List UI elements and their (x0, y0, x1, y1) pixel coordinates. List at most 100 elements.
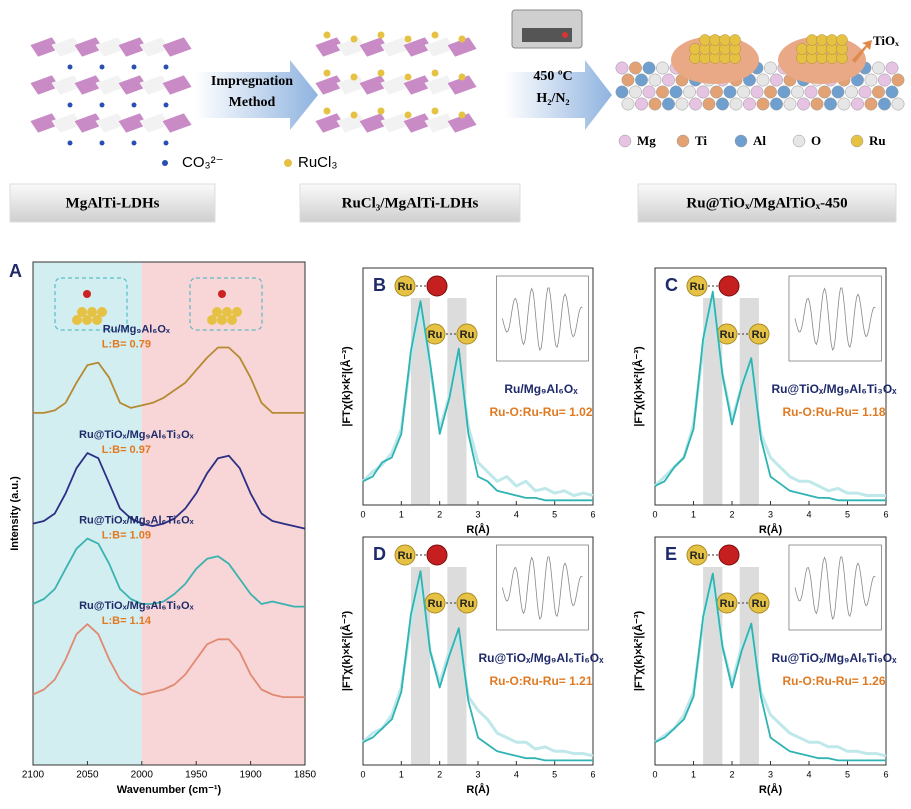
y-axis-label: Intensity (a.u.) (9, 476, 21, 551)
lattice-atom (810, 97, 824, 111)
bond-atom (686, 544, 708, 566)
x-tick-label: 2 (437, 769, 442, 779)
ru-dot (404, 35, 412, 43)
inset-wave (502, 287, 583, 351)
lattice-atom (723, 85, 737, 99)
x-tick-label: 3 (475, 769, 480, 779)
panel-letter: B (373, 275, 386, 295)
x-tick-label: 2050 (76, 770, 99, 781)
series-annotation: L:B= 1.09 (102, 530, 151, 542)
lattice-atom (675, 97, 689, 111)
bond-atom-label: Ru (720, 329, 735, 341)
site-icon-box (54, 277, 128, 331)
bond-atom (394, 275, 416, 297)
species-label: RuCl₃ (298, 154, 337, 171)
lattice-atom (851, 97, 864, 111)
x-tick-label: 1900 (239, 770, 262, 781)
bond-atom-label: Ru (690, 281, 705, 293)
series-line (33, 346, 305, 414)
x-tick-label: 3 (768, 509, 773, 519)
lattice-atom (662, 73, 675, 87)
bond-atom (748, 592, 770, 614)
panel-letter: E (665, 544, 677, 564)
lattice-atom (797, 97, 810, 111)
bond-atom-label: Ru (428, 329, 443, 341)
series-line (654, 572, 886, 762)
x-tick-label: 0 (360, 509, 365, 519)
site-icon-atom (222, 307, 232, 317)
ru-cluster (689, 43, 701, 55)
lattice-atom (756, 73, 770, 87)
x-tick-label: 5 (845, 509, 850, 519)
carbonate (67, 102, 73, 108)
ru-dot (377, 31, 385, 39)
ratio-label: Ru-O:Ru-Ru= 1.21 (489, 674, 592, 688)
site-icon-atom (212, 307, 222, 317)
bond-atom (394, 544, 416, 566)
arrow (505, 60, 612, 130)
x-tick-label: 1950 (185, 770, 208, 781)
lattice-atom (656, 61, 669, 75)
x-tick-label: 4 (514, 769, 519, 779)
lattice-atom (764, 85, 777, 99)
site-icon-atom (87, 307, 97, 317)
x-axis-label: Wavenumber (cm⁻¹) (117, 784, 222, 796)
lattice-atom (845, 85, 858, 99)
carbonate (163, 102, 169, 108)
panel-letter: C (665, 275, 678, 295)
lattice-atom (858, 85, 872, 99)
element-key (734, 134, 748, 148)
lattice-atom (791, 85, 804, 99)
x-tick-label: 0 (360, 769, 365, 779)
series-line (362, 300, 593, 502)
lattice-atom (783, 97, 797, 111)
x-tick-label: 0 (652, 769, 657, 779)
series-label: Ru@TiOₓ/Mg₉Al₆Ti₉Oₓ (79, 600, 195, 612)
series-annotation: L:B= 1.14 (102, 615, 152, 627)
x-tick-label: 5 (552, 509, 557, 519)
lattice-atom (615, 61, 629, 75)
ru-dot (350, 35, 358, 43)
x-tick-label: 6 (883, 509, 888, 519)
x-tick-label: 5 (552, 769, 557, 779)
ru-dot (377, 107, 385, 115)
bond-atom-label: Ru (690, 550, 705, 562)
lattice-atom (702, 97, 716, 111)
bond-atom-label: O (725, 281, 734, 293)
bond-atom-label: Ru (752, 598, 767, 610)
ldh-sheet (161, 112, 193, 134)
carbonate (99, 140, 105, 146)
lattice-atom (743, 97, 756, 111)
lattice-atom (621, 97, 635, 111)
ru-cluster (729, 34, 741, 46)
ru-dot (458, 35, 466, 43)
inset-frame (788, 275, 882, 362)
region (33, 262, 142, 765)
site-icon-atom (97, 307, 107, 317)
bond-atom-label: O (433, 550, 442, 562)
y-axis-label: |FTχ(k)×k²|(Å⁻³) (632, 611, 645, 692)
stage-label: MgAlTi-LDHs (66, 195, 160, 211)
inset-wave (502, 556, 583, 620)
region (141, 262, 305, 765)
carbonate (131, 140, 137, 146)
x-tick-label: 2000 (131, 770, 154, 781)
series-label: Ru@TiOₓ/Mg₉Al₆Ti₆Oₓ (79, 515, 195, 527)
carbonate (99, 102, 105, 108)
inset-wave (794, 556, 876, 620)
site-icon-co (218, 290, 226, 298)
x-tick-label: 3 (768, 769, 773, 779)
x-tick-label: 2 (729, 509, 734, 519)
region (447, 298, 467, 505)
ru-dot (323, 69, 331, 77)
lattice-atom (764, 61, 777, 75)
x-tick-label: 1 (691, 509, 696, 519)
region (447, 567, 467, 765)
x-tick-label: 1 (399, 509, 404, 519)
ru-dot (284, 159, 292, 167)
y-axis-label: |FTχ(k)×k²|(Å⁻³) (340, 611, 353, 692)
y-axis-label: |FTχ(k)×k²|(Å⁻³) (340, 346, 353, 427)
step-label: Method (229, 95, 276, 110)
lattice-atom (642, 61, 656, 75)
